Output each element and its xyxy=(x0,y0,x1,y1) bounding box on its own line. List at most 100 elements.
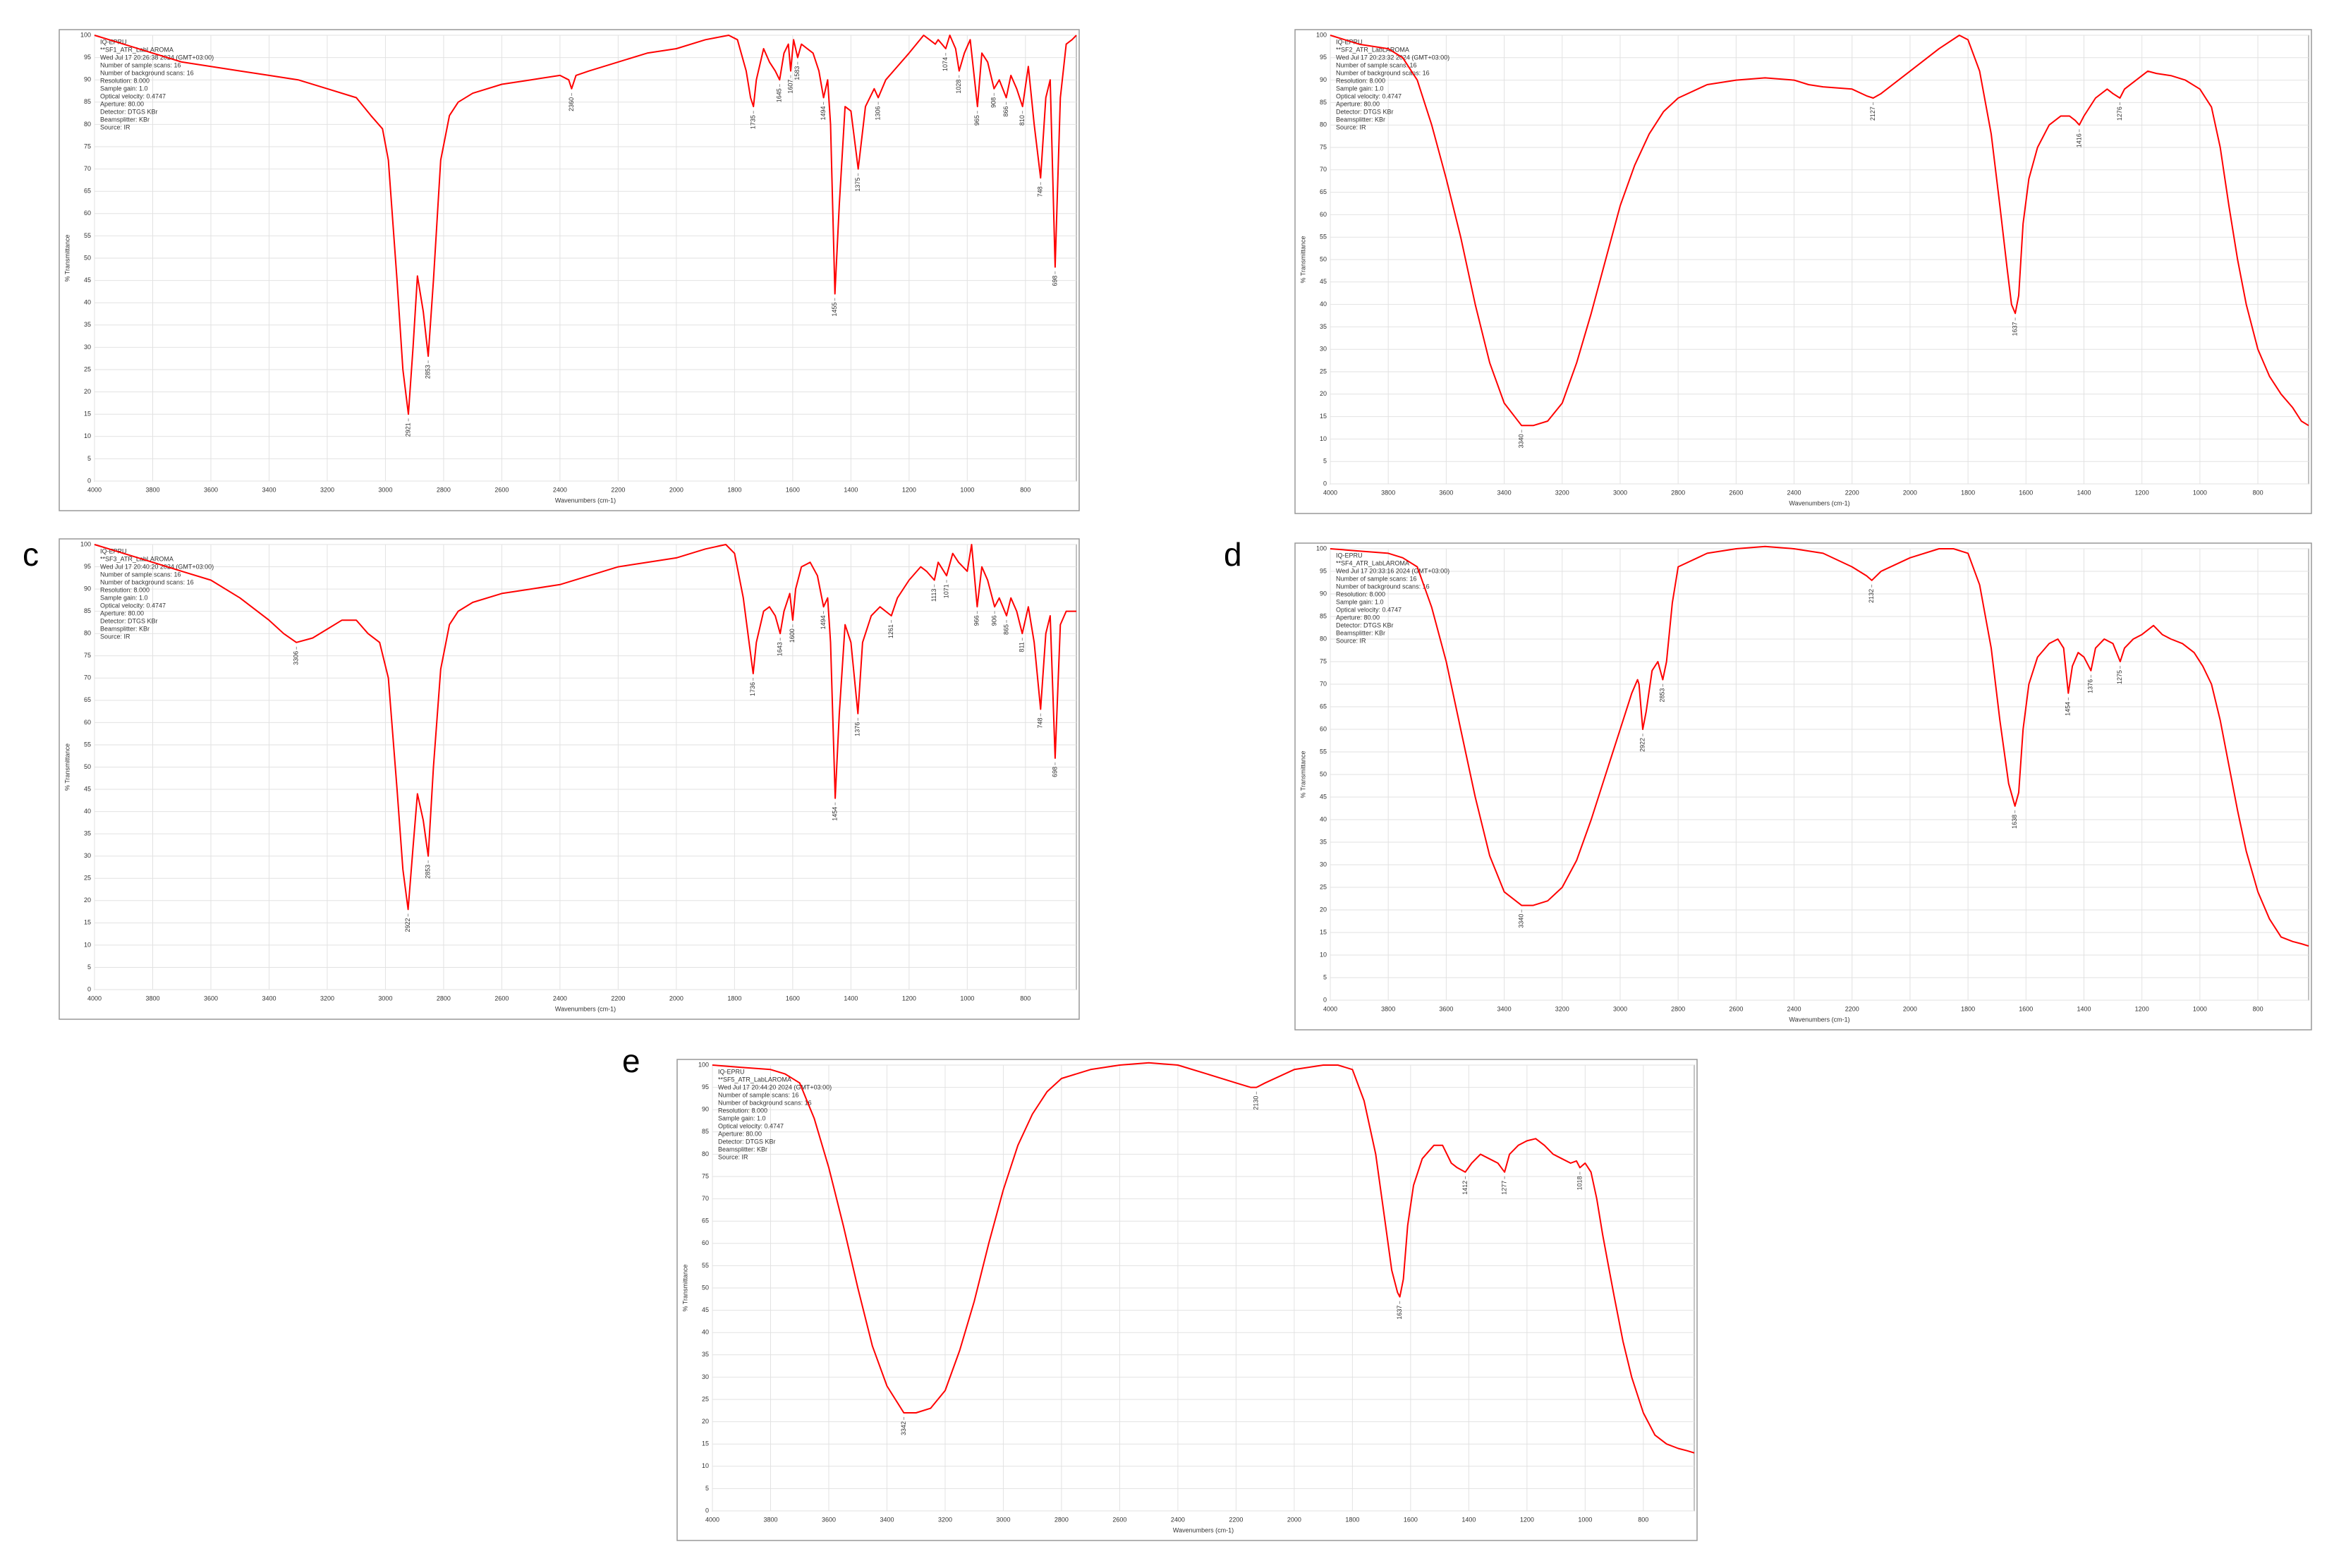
scan-info: **SF1_ATR_LabLAROMA xyxy=(100,46,174,53)
y-tick-label: 60 xyxy=(84,719,91,726)
peak-label: 2127 xyxy=(1869,107,1876,121)
scan-info: Wed Jul 17 20:44:20 2024 (GMT+03:00) xyxy=(718,1083,832,1090)
peak-label: 1600 xyxy=(789,628,796,643)
y-tick-label: 80 xyxy=(84,630,91,637)
scan-info: Optical velocity: 0.4747 xyxy=(718,1122,784,1129)
y-tick-label: 35 xyxy=(84,830,91,837)
peak-label: 1074 xyxy=(942,57,949,71)
scan-info: Resolution: 8.000 xyxy=(100,586,150,593)
peak-label: 748 xyxy=(1037,186,1044,197)
y-tick-label: 100 xyxy=(1316,31,1327,38)
scan-info: Detector: DTGS KBr xyxy=(718,1138,776,1145)
scan-info: Resolution: 8.000 xyxy=(100,77,150,84)
y-tick-label: 65 xyxy=(702,1217,709,1224)
y-tick-label: 40 xyxy=(702,1329,709,1336)
peak-label: 1028 xyxy=(955,80,962,94)
x-tick-label: 800 xyxy=(1020,995,1031,1002)
x-tick-label: 3000 xyxy=(1613,489,1627,496)
peak-label: 1412 xyxy=(1461,1181,1469,1195)
x-tick-label: 2800 xyxy=(437,995,451,1002)
scan-info: Number of background scans: 16 xyxy=(1336,583,1430,590)
scan-info: Number of sample scans: 16 xyxy=(1336,575,1417,582)
x-tick-label: 3200 xyxy=(320,486,334,493)
x-tick-label: 4000 xyxy=(87,486,102,493)
peak-label: 1583 xyxy=(794,66,801,80)
x-tick-label: 3000 xyxy=(1613,1005,1627,1012)
y-tick-label: 0 xyxy=(705,1507,709,1514)
spectrum-line xyxy=(1330,545,2309,947)
peak-label: 965 xyxy=(973,115,980,126)
x-tick-label: 1000 xyxy=(2193,1005,2207,1012)
x-tick-label: 2600 xyxy=(1729,489,1743,496)
x-tick-label: 2200 xyxy=(611,486,625,493)
scan-info: Source: IR xyxy=(100,633,130,640)
y-tick-label: 20 xyxy=(84,897,91,904)
peak-label: 908 xyxy=(990,97,997,108)
y-tick-label: 85 xyxy=(84,607,91,614)
scan-info: Aperture: 80.00 xyxy=(1336,100,1380,107)
y-tick-label: 45 xyxy=(84,785,91,792)
peak-label: 2922 xyxy=(1639,738,1646,752)
x-tick-label: 3000 xyxy=(378,995,392,1002)
peak-label: 2130 xyxy=(1253,1096,1260,1110)
scan-info: Sample gain: 1.0 xyxy=(1336,598,1384,605)
spectrum-panel: 0 5 10 15 20 25 30 35 40 45 50 55 60 65 70 75 80 85 90 95 10… xyxy=(59,538,1080,1020)
peak-label: 865 xyxy=(1002,624,1009,635)
x-tick-label: 2600 xyxy=(1112,1516,1126,1523)
x-tick-label: 2000 xyxy=(1287,1516,1301,1523)
x-tick-label: 1200 xyxy=(2135,489,2149,496)
y-tick-label: 75 xyxy=(84,142,91,150)
y-tick-label: 60 xyxy=(1320,725,1327,732)
peak-label: 1735 xyxy=(750,115,757,129)
x-tick-label: 2400 xyxy=(553,995,567,1002)
peak-label: 1113 xyxy=(930,588,937,602)
x-tick-label: 2800 xyxy=(1054,1516,1069,1523)
y-tick-label: 35 xyxy=(702,1351,709,1358)
scan-info: Source: IR xyxy=(718,1153,748,1160)
x-tick-label: 2800 xyxy=(437,486,451,493)
x-tick-label: 1400 xyxy=(1461,1516,1476,1523)
x-tick-label: 1600 xyxy=(786,995,800,1002)
x-tick-label: 3800 xyxy=(763,1516,777,1523)
x-tick-label: 2000 xyxy=(669,486,683,493)
scan-info: Resolution: 8.000 xyxy=(718,1107,767,1114)
y-tick-label: 15 xyxy=(702,1440,709,1447)
x-tick-label: 2800 xyxy=(1671,1005,1685,1012)
y-tick-label: 20 xyxy=(1320,906,1327,913)
y-tick-label: 70 xyxy=(1320,680,1327,687)
peak-label: 1375 xyxy=(854,178,861,192)
scan-info: Detector: DTGS KBr xyxy=(100,108,158,115)
y-tick-label: 45 xyxy=(1320,793,1327,800)
y-tick-label: 0 xyxy=(1323,480,1327,487)
x-tick-label: 800 xyxy=(2253,489,2263,496)
peak-label: 2853 xyxy=(424,865,431,879)
x-tick-label: 1400 xyxy=(844,995,858,1002)
y-tick-label: 0 xyxy=(87,985,91,992)
y-tick-label: 35 xyxy=(84,321,91,328)
x-tick-label: 3000 xyxy=(996,1516,1010,1523)
y-tick-label: 70 xyxy=(702,1195,709,1202)
y-tick-label: 10 xyxy=(84,941,91,948)
spectrum-line xyxy=(1330,35,2309,427)
peak-label: 1275 xyxy=(2116,670,2123,684)
scan-info: Optical velocity: 0.4747 xyxy=(100,602,166,609)
y-tick-label: 70 xyxy=(84,165,91,172)
y-tick-label: 55 xyxy=(84,741,91,748)
y-tick-label: 60 xyxy=(1320,211,1327,218)
y-axis-title: % Transmittance xyxy=(1299,236,1306,283)
y-tick-label: 50 xyxy=(702,1284,709,1291)
y-tick-label: 35 xyxy=(1320,323,1327,330)
scan-info: Optical velocity: 0.4747 xyxy=(100,92,166,99)
y-tick-label: 25 xyxy=(84,365,91,372)
y-tick-label: 90 xyxy=(1320,590,1327,597)
peak-label: 1416 xyxy=(2075,133,2082,147)
y-tick-label: 45 xyxy=(1320,278,1327,285)
scan-info: Sample gain: 1.0 xyxy=(1336,85,1384,92)
peak-label: 1736 xyxy=(749,682,756,696)
scan-info: Aperture: 80.00 xyxy=(100,609,144,616)
y-tick-label: 75 xyxy=(1320,657,1327,664)
y-tick-label: 10 xyxy=(1320,951,1327,958)
x-tick-label: 3800 xyxy=(1381,489,1395,496)
y-tick-label: 60 xyxy=(84,209,91,217)
y-tick-label: 25 xyxy=(84,875,91,882)
